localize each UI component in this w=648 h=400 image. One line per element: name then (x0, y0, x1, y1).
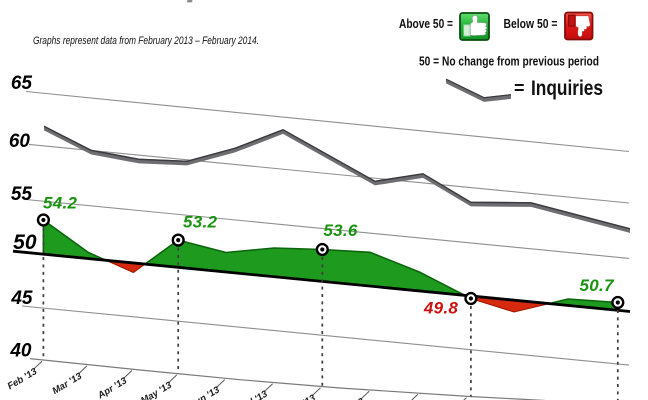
svg-text:Above 50 =: Above 50 = (399, 17, 453, 31)
svg-text:Jul '13: Jul '13 (239, 388, 270, 400)
svg-text:50 = No change from previous p: 50 = No change from previous period (419, 54, 599, 69)
svg-text:55: 55 (11, 184, 33, 205)
svg-text:50.7: 50.7 (580, 276, 616, 295)
svg-text:60: 60 (9, 131, 31, 152)
svg-text:53.6: 53.6 (323, 221, 358, 240)
svg-text:49.8: 49.8 (423, 299, 459, 318)
svg-text:45: 45 (10, 288, 33, 309)
svg-text:40: 40 (9, 341, 32, 362)
svg-text:65: 65 (11, 73, 33, 94)
svg-text:54.2: 54.2 (43, 194, 78, 213)
svg-text:Graphs represent data from Feb: Graphs represent data from February 2013… (33, 35, 259, 47)
svg-text:50: 50 (13, 231, 37, 254)
svg-text:53.2: 53.2 (183, 213, 218, 232)
svg-text:Inquiries: Inquiries (531, 76, 603, 100)
svg-text:=: = (514, 78, 525, 98)
svg-text:Below 50 =: Below 50 = (504, 17, 558, 31)
